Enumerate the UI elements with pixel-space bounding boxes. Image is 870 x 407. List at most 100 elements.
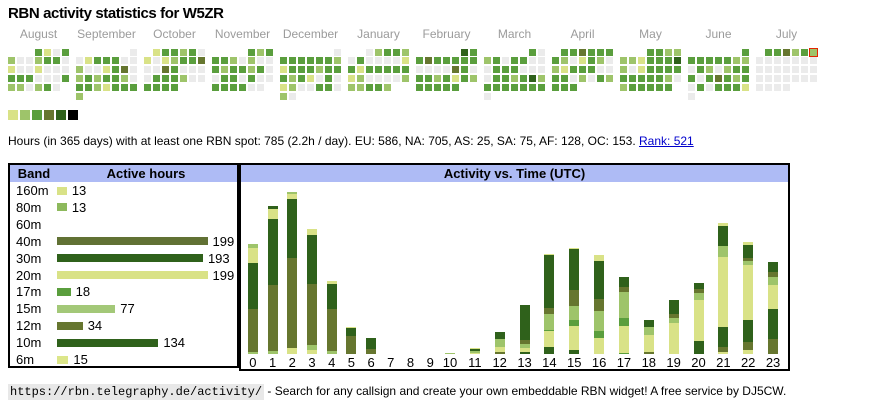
calendar-day-cell [742,84,750,92]
calendar-day-cell [130,84,138,92]
calendar-day-cell [198,75,206,83]
month-label: January [357,27,400,41]
time-bar-segment-hour-0 [247,244,258,248]
calendar-day-cell [248,48,256,56]
calendar-day-cell [289,93,297,101]
calendar-day-cell [8,75,15,83]
calendar-day-cell [94,75,102,83]
calendar-day-cell [316,66,324,74]
time-bar-segment-hour-15 [569,290,580,306]
calendar-day-cell [153,84,161,92]
calendar-day-cell [484,75,491,83]
calendar-day-cell [606,48,614,56]
time-bar-segment-hour-4 [326,284,337,309]
time-axis-label: 8 [406,355,415,370]
calendar-day-cell [171,66,179,74]
band-label: 15m [16,301,42,317]
calendar-day-cell [35,57,43,65]
calendar-day-cell [484,57,491,65]
calendar-day-cell [334,84,342,92]
calendar-day-cell [792,57,800,65]
time-axis-label: 12 [492,355,507,370]
calendar-day-cell [144,84,151,92]
calendar-day-cell [289,57,297,65]
calendar-day-cell [470,57,478,65]
calendar-day-cell [334,66,342,74]
activity-calendar-heatmap: August September October November December Ja… [0,0,870,130]
calendar-day-cell [153,66,161,74]
calendar-day-cell [715,75,723,83]
calendar-day-cell [493,57,501,65]
calendar-day-cell [443,75,451,83]
time-bar-segment-hour-15 [569,248,580,249]
calendar-day-cell [53,75,61,83]
calendar-day-cell [529,57,537,65]
calendar-day-cell [239,84,247,92]
band-value: 18 [75,284,91,300]
time-bar-segment-hour-19 [668,300,679,314]
calendar-day-cell [810,57,818,65]
band-bar [57,254,203,263]
calendar-day-cell [588,66,596,74]
calendar-day-cell [230,66,238,74]
time-axis-label: 16 [591,355,607,370]
time-bar-segment-hour-14 [544,254,555,255]
calendar-day-cell [715,66,723,74]
band-label: 30m [16,250,42,266]
calendar-day-cell [153,57,161,65]
time-bar-segment-hour-12 [494,332,505,339]
calendar-day-cell [348,66,355,74]
time-bar-segment-hour-21 [718,223,729,226]
calendar-day-cell [697,75,705,83]
time-bar-segment-hour-11 [469,348,480,349]
calendar-day-cell [674,75,682,83]
time-bar-segment-hour-21 [718,226,729,246]
calendar-day-cell [402,48,410,56]
calendar-day-cell [665,84,673,92]
calendar-day-cell [416,75,423,83]
calendar-day-cell [765,84,773,92]
calendar-day-cell [765,66,773,74]
band-bar [57,338,159,347]
calendar-day-cell [180,66,188,74]
time-bar-segment-hour-1 [267,285,278,351]
calendar-day-cell [724,57,732,65]
calendar-day-cell [153,75,161,83]
calendar-day-cell [588,75,596,83]
calendar-day-cell [26,75,34,83]
calendar-day-cell [130,57,138,65]
calendar-day-cell [783,57,791,65]
time-bar-segment-hour-15 [569,320,580,326]
calendar-day-cell [706,75,714,83]
time-bar-segment-hour-23 [768,277,779,285]
calendar-day-cell [366,48,374,56]
calendar-day-cell [189,57,197,65]
rank-link[interactable]: Rank: 521 [639,134,694,148]
calendar-day-cell [280,75,287,83]
time-bar-segment-hour-22 [743,258,754,261]
calendar-day-cell [402,66,410,74]
calendar-day-cell [570,57,578,65]
calendar-day-cell [697,84,705,92]
calendar-day-cell [289,66,297,74]
calendar-day-cell [647,84,655,92]
calendar-day-cell [85,66,93,74]
time-bar-segment-hour-11 [469,349,480,351]
calendar-day-cell [561,57,569,65]
band-value: 199 [212,233,235,249]
calendar-day-cell [484,66,491,74]
calendar-day-cell [638,84,646,92]
calendar-day-cell [502,66,510,74]
band-row-17m: 17m 18 [10,283,237,300]
calendar-day-cell [298,66,306,74]
time-bar-segment-hour-1 [267,351,278,354]
band-bar [57,237,208,246]
calendar-day-cell [733,75,741,83]
calendar-day-cell [647,66,655,74]
time-bar-segment-hour-19 [668,323,679,354]
calendar-day-cell [348,84,355,92]
time-bar-segment-hour-2 [287,199,298,258]
time-bar-segment-hour-16 [594,255,605,261]
calendar-day-cell [733,84,741,92]
calendar-day-cell [298,57,306,65]
